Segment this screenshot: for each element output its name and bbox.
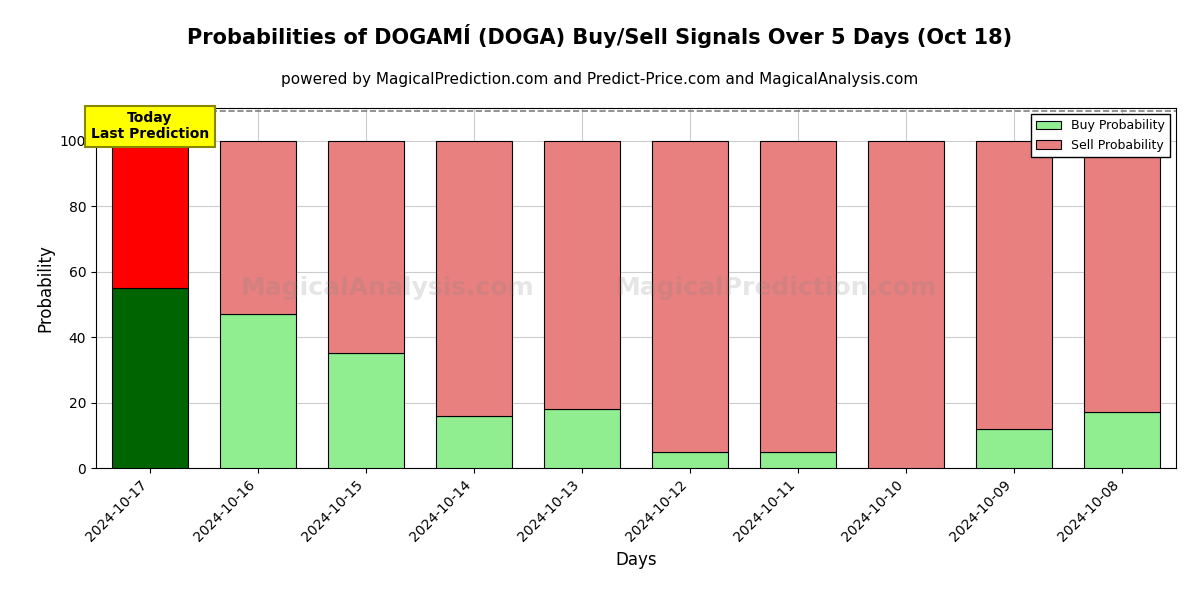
Bar [329, 141, 403, 353]
Bar [437, 141, 512, 416]
Bar [329, 353, 403, 468]
Bar [977, 429, 1051, 468]
Bar [653, 141, 728, 452]
Bar [977, 141, 1051, 429]
Legend: Buy Probability, Sell Probability: Buy Probability, Sell Probability [1031, 114, 1170, 157]
Bar [545, 141, 619, 409]
Bar [1085, 412, 1159, 468]
Bar [545, 409, 619, 468]
Text: powered by MagicalPrediction.com and Predict-Price.com and MagicalAnalysis.com: powered by MagicalPrediction.com and Pre… [281, 72, 919, 87]
Bar [221, 314, 296, 468]
Y-axis label: Probability: Probability [36, 244, 54, 332]
Text: Today
Last Prediction: Today Last Prediction [91, 111, 209, 142]
Text: MagicalPrediction.com: MagicalPrediction.com [616, 276, 937, 300]
Bar [221, 141, 296, 314]
Bar [653, 452, 728, 468]
Text: MagicalAnalysis.com: MagicalAnalysis.com [241, 276, 534, 300]
Bar [437, 416, 512, 468]
Bar [113, 288, 188, 468]
Bar [869, 141, 944, 468]
Bar [761, 141, 836, 452]
Bar [1085, 141, 1159, 412]
Text: Probabilities of DOGAMÍ (DOGA) Buy/Sell Signals Over 5 Days (Oct 18): Probabilities of DOGAMÍ (DOGA) Buy/Sell … [187, 24, 1013, 48]
Bar [761, 452, 836, 468]
Bar [113, 141, 188, 288]
X-axis label: Days: Days [616, 551, 656, 569]
